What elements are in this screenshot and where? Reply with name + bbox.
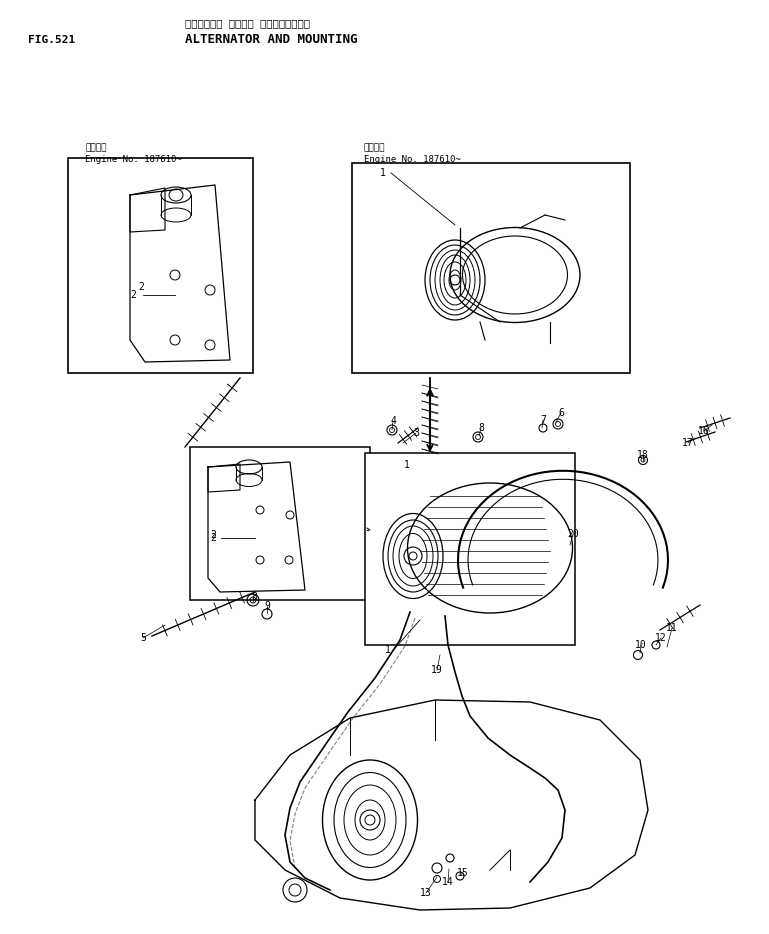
Text: 14: 14 bbox=[442, 877, 454, 887]
Text: 8: 8 bbox=[478, 423, 484, 433]
Text: 1: 1 bbox=[385, 645, 391, 655]
Text: 2: 2 bbox=[138, 282, 144, 292]
Text: 6: 6 bbox=[558, 408, 564, 418]
Text: 2: 2 bbox=[210, 530, 216, 540]
Text: Engine No. 187610~: Engine No. 187610~ bbox=[85, 155, 181, 164]
Text: 11: 11 bbox=[666, 623, 678, 633]
Text: 2: 2 bbox=[130, 290, 136, 300]
Text: 2: 2 bbox=[210, 533, 216, 543]
Text: 3: 3 bbox=[413, 428, 419, 438]
Text: 19: 19 bbox=[431, 665, 443, 675]
Text: 13: 13 bbox=[420, 888, 432, 898]
Bar bbox=[365, 453, 575, 645]
Text: 適用号等: 適用号等 bbox=[364, 143, 385, 152]
Text: 17: 17 bbox=[682, 438, 694, 448]
Text: ALTERNATOR AND MOUNTING: ALTERNATOR AND MOUNTING bbox=[185, 33, 358, 46]
Text: 12: 12 bbox=[655, 633, 667, 643]
Text: FIG.521: FIG.521 bbox=[28, 35, 75, 45]
Bar bbox=[352, 163, 630, 373]
Text: 適用号等: 適用号等 bbox=[85, 143, 106, 152]
Bar bbox=[190, 447, 370, 600]
Text: 4: 4 bbox=[390, 416, 396, 426]
Text: 20: 20 bbox=[567, 529, 579, 539]
Text: Engine No. 187610~: Engine No. 187610~ bbox=[364, 155, 461, 164]
Bar bbox=[68, 158, 253, 373]
Text: 16: 16 bbox=[698, 426, 710, 436]
Text: 10: 10 bbox=[635, 640, 647, 650]
Text: オルタネータ オヨビー マウンティング・: オルタネータ オヨビー マウンティング・ bbox=[185, 18, 310, 28]
Text: 15: 15 bbox=[457, 868, 469, 878]
Text: 7: 7 bbox=[540, 415, 546, 425]
Text: 5: 5 bbox=[140, 633, 146, 643]
Text: 1: 1 bbox=[404, 460, 410, 470]
Text: 18: 18 bbox=[638, 450, 649, 460]
Text: 9: 9 bbox=[264, 601, 270, 611]
Text: 1: 1 bbox=[380, 168, 386, 178]
Text: 8: 8 bbox=[251, 592, 257, 602]
